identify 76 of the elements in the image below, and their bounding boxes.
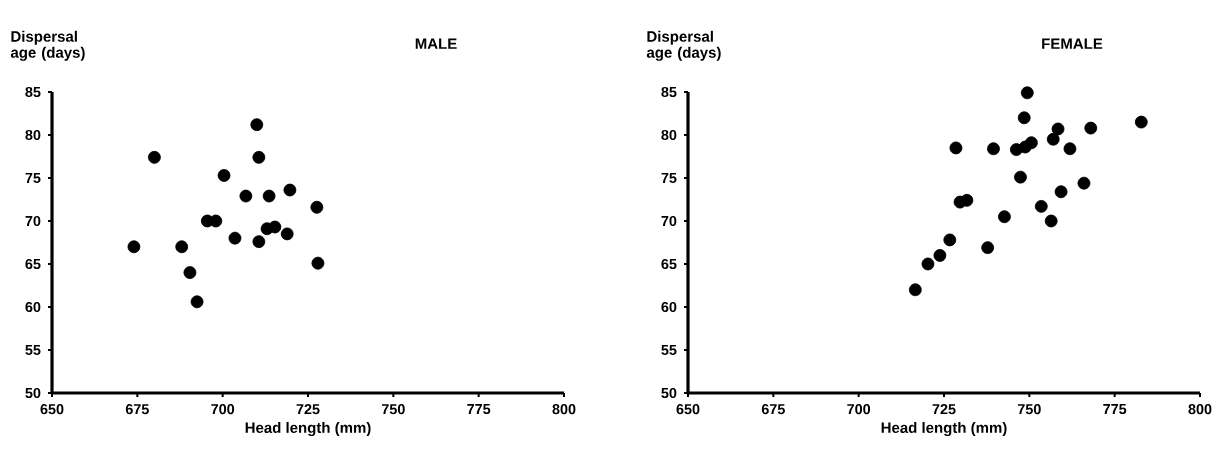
y-tick-label: 60 [25,301,41,313]
y-tick-label: 55 [25,344,41,355]
y-tick-label: 75 [25,172,41,183]
point [1084,121,1098,135]
point [921,257,935,271]
y-tick-label: 80 [661,129,677,141]
point [268,220,282,234]
y-tick-label: 55 [661,344,677,355]
point [960,193,974,207]
y-tick-label: 60 [661,301,677,313]
point [981,241,995,255]
y-tick-label: 70 [25,215,41,227]
point [1034,199,1048,213]
x-tick-label: 775 [467,404,491,415]
x-tick-label: 675 [761,404,785,415]
y-axis-title: Dispersal age (days) [646,30,721,61]
point [148,150,161,164]
point [1077,176,1091,190]
point [1020,86,1034,100]
x-axis-title: Head length (mm) [245,422,371,437]
point [175,240,189,254]
y-tick-label: 75 [661,172,677,183]
point [262,189,276,203]
point [209,214,223,228]
x-tick-label: 725 [296,404,320,415]
point [1134,115,1148,129]
point [311,256,325,270]
point [127,240,141,254]
point [933,248,947,262]
point [228,231,242,245]
point [943,233,957,247]
y-tick-label: 65 [25,258,41,270]
x-tick-label: 700 [211,404,235,415]
point [183,266,197,279]
x-tick-label: 750 [1017,404,1041,415]
y-tick-label: 70 [661,215,677,227]
x-tick-label: 700 [847,404,871,415]
point [310,200,324,214]
x-axis-title: Head length (mm) [881,422,1007,437]
y-tick-label: 85 [661,86,677,98]
point [987,142,1000,156]
x-tick-label: 800 [552,404,576,415]
y-tick-label: 80 [25,129,41,141]
x-tick-label: 725 [932,404,956,415]
x-tick-label: 650 [676,404,700,415]
point [908,283,922,297]
point [998,210,1011,224]
y-tick-label: 65 [661,258,677,270]
point [1063,142,1077,156]
x-tick-label: 750 [381,404,405,415]
x-tick-label: 675 [125,404,149,415]
point [250,118,264,132]
point [283,183,297,197]
point [239,189,253,203]
x-tick-label: 800 [1188,404,1212,415]
x-tick-label: 775 [1103,404,1127,415]
point [1054,185,1068,199]
point [1017,111,1031,125]
point [1044,214,1058,228]
point [1051,122,1065,136]
point [280,227,294,241]
point [190,295,204,309]
x-tick-label: 650 [40,404,64,415]
y-tick-label: 50 [25,387,41,399]
point [217,169,231,182]
point [949,141,963,155]
point [1046,132,1060,146]
point [252,235,266,249]
y-tick-label: 85 [25,86,41,98]
point [1014,170,1027,184]
y-tick-label: 50 [661,387,677,399]
chart-title: MALE [415,38,457,49]
point [252,150,266,164]
y-axis-title: Dispersal age (days) [10,30,85,61]
chart-title: FEMALE [1042,38,1103,49]
point [1024,136,1038,150]
